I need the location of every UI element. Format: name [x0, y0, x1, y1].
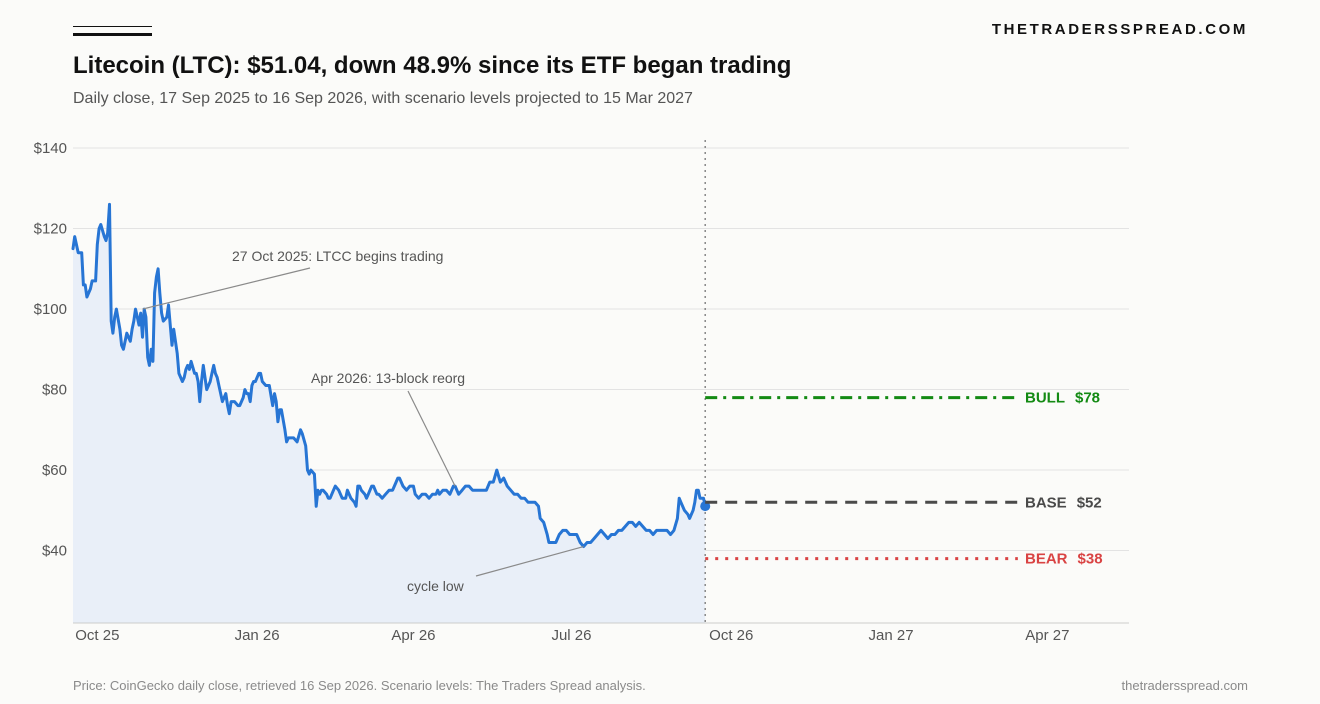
scenario-label-bull: BULL $78	[1025, 390, 1100, 407]
annotation-text: 27 Oct 2025: LTCC begins trading	[232, 248, 443, 264]
price-line	[71, 202, 707, 548]
x-tick-label: Jan 27	[869, 627, 914, 644]
source-note: Price: CoinGecko daily close, retrieved …	[73, 678, 646, 693]
axes: $40 $60 $80 $100 $120 $140 Oct 25 Jan 26 Apr 26 J…	[34, 140, 1129, 644]
scenario-name: BEAR	[1025, 551, 1068, 568]
x-tick-label: Oct 25	[75, 627, 119, 644]
chart-subtitle: Daily close, 17 Sep 2025 to 16 Sep 2026,…	[73, 90, 693, 107]
price-area-fill	[73, 204, 706, 623]
scenario-price: $52	[1077, 494, 1102, 511]
y-tick-label: $100	[34, 301, 67, 318]
x-tick-label: Apr 26	[391, 627, 435, 644]
annotation-leader	[142, 267, 311, 310]
x-tick-label: Oct 26	[709, 627, 753, 644]
annotation-text: Apr 2026: 13-block reorg	[311, 370, 465, 386]
scenario-name: BASE	[1025, 494, 1067, 511]
scenario-name: BULL	[1025, 390, 1065, 407]
y-tick-label: $60	[42, 462, 67, 479]
scenario-label-base: BASE $52	[1025, 494, 1102, 511]
scenario-price: $78	[1075, 390, 1100, 407]
scenario-label-bear: BEAR $38	[1025, 551, 1103, 568]
chart-title: Litecoin (LTC): $51.04, down 48.9% since…	[73, 52, 792, 79]
header-rule-thick	[73, 33, 152, 36]
annotation-leader	[407, 390, 456, 487]
brand-wordmark: THETRADERSSPREAD.COM	[991, 21, 1248, 38]
annotation-text: cycle low	[407, 578, 465, 594]
y-tick-label: $40	[42, 543, 67, 560]
y-tick-label: $120	[34, 221, 67, 238]
scenario-levels: BULL $78 BASE $52 BEAR $38	[705, 390, 1103, 568]
x-tick-label: Jul 26	[551, 627, 591, 644]
grid-lines	[73, 147, 1129, 552]
annotation-leader	[475, 545, 584, 577]
scenario-price: $38	[1078, 551, 1103, 568]
header-rule-thin	[73, 26, 152, 27]
x-tick-label: Jan 26	[235, 627, 280, 644]
price-area	[73, 204, 706, 623]
y-tick-label: $140	[34, 140, 67, 157]
footer-site: thetradersspread.com	[1121, 678, 1248, 693]
x-tick-label: Apr 27	[1025, 627, 1069, 644]
annotations: 27 Oct 2025: LTCC begins trading Apr 2026…	[142, 248, 584, 594]
y-tick-label: $80	[42, 382, 67, 399]
